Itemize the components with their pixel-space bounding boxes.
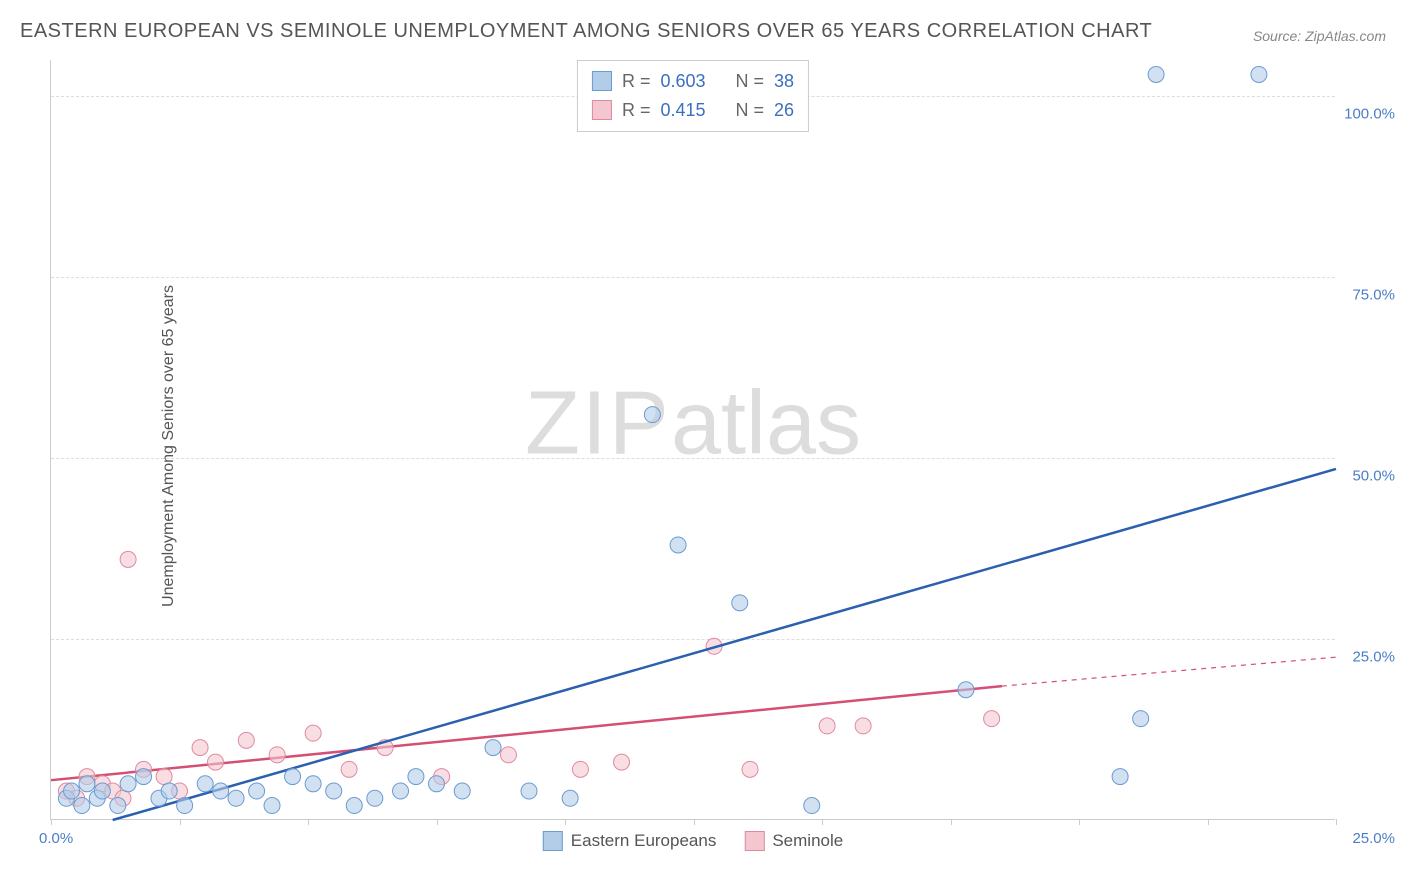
swatch-pink-icon [592, 100, 612, 120]
data-point [742, 761, 758, 777]
x-tick [308, 819, 309, 825]
trend-line-dashed [1002, 657, 1336, 686]
x-tick [180, 819, 181, 825]
legend-swatch-blue-icon [543, 831, 563, 851]
data-point [1133, 711, 1149, 727]
data-point [156, 769, 172, 785]
data-point [213, 783, 229, 799]
data-point [572, 761, 588, 777]
data-point [249, 783, 265, 799]
y-tick-label: 50.0% [1352, 468, 1395, 485]
data-point [136, 769, 152, 785]
data-point [819, 718, 835, 734]
data-point [984, 711, 1000, 727]
data-point [305, 725, 321, 741]
n-value-pink: 26 [774, 96, 794, 125]
legend-label-pink: Seminole [772, 831, 843, 851]
r-label: R = [622, 67, 651, 96]
data-point [207, 754, 223, 770]
data-point [855, 718, 871, 734]
data-point [64, 783, 80, 799]
data-point [120, 551, 136, 567]
stats-row-blue: R = 0.603 N = 38 [592, 67, 794, 96]
x-tick [1336, 819, 1337, 825]
data-point [521, 783, 537, 799]
data-point [197, 776, 213, 792]
data-point [408, 769, 424, 785]
data-point [326, 783, 342, 799]
data-point [120, 776, 136, 792]
x-tick [694, 819, 695, 825]
legend-swatch-pink-icon [744, 831, 764, 851]
n-value-blue: 38 [774, 67, 794, 96]
data-point [74, 798, 90, 814]
data-point [238, 732, 254, 748]
legend-item-blue: Eastern Europeans [543, 831, 717, 851]
chart-title: EASTERN EUROPEAN VS SEMINOLE UNEMPLOYMEN… [20, 20, 1152, 43]
data-point [454, 783, 470, 799]
data-point [79, 776, 95, 792]
data-point [161, 783, 177, 799]
legend-item-pink: Seminole [744, 831, 843, 851]
trend-line [113, 469, 1336, 820]
r-value-pink: 0.415 [660, 96, 705, 125]
data-point [228, 790, 244, 806]
n-label-2: N = [736, 96, 765, 125]
data-point [341, 761, 357, 777]
x-tick [951, 819, 952, 825]
data-point [285, 769, 301, 785]
data-point [732, 595, 748, 611]
data-point [367, 790, 383, 806]
data-point [670, 537, 686, 553]
y-tick-label: 25.0% [1352, 649, 1395, 666]
x-tick [51, 819, 52, 825]
x-tick-label-max: 25.0% [1352, 830, 1395, 847]
source-label: Source: ZipAtlas.com [1253, 28, 1386, 44]
stats-row-pink: R = 0.415 N = 26 [592, 96, 794, 125]
data-point [1251, 66, 1267, 82]
x-tick [1208, 819, 1209, 825]
x-tick-label-min: 0.0% [39, 830, 73, 847]
data-point [264, 798, 280, 814]
plot-area: ZIPatlas 25.0%50.0%75.0%100.0% 0.0% 25.0… [50, 60, 1335, 820]
data-point [305, 776, 321, 792]
x-tick [565, 819, 566, 825]
data-point [1148, 66, 1164, 82]
x-tick [822, 819, 823, 825]
r-value-blue: 0.603 [660, 67, 705, 96]
x-tick [1079, 819, 1080, 825]
data-point [614, 754, 630, 770]
data-point [1112, 769, 1128, 785]
data-point [485, 740, 501, 756]
data-point [804, 798, 820, 814]
data-point [393, 783, 409, 799]
data-point [94, 783, 110, 799]
data-point [192, 740, 208, 756]
scatter-svg [51, 60, 1335, 819]
y-tick-label: 75.0% [1352, 287, 1395, 304]
stats-legend-box: R = 0.603 N = 38 R = 0.415 N = 26 [577, 60, 809, 132]
x-tick [437, 819, 438, 825]
data-point [110, 798, 126, 814]
data-point [269, 747, 285, 763]
y-tick-label: 100.0% [1344, 106, 1395, 123]
bottom-legend: Eastern Europeans Seminole [543, 831, 843, 851]
data-point [177, 798, 193, 814]
data-point [958, 682, 974, 698]
n-label: N = [736, 67, 765, 96]
data-point [562, 790, 578, 806]
legend-label-blue: Eastern Europeans [571, 831, 717, 851]
r-label-2: R = [622, 96, 651, 125]
swatch-blue-icon [592, 71, 612, 91]
data-point [500, 747, 516, 763]
data-point [346, 798, 362, 814]
data-point [644, 407, 660, 423]
data-point [429, 776, 445, 792]
